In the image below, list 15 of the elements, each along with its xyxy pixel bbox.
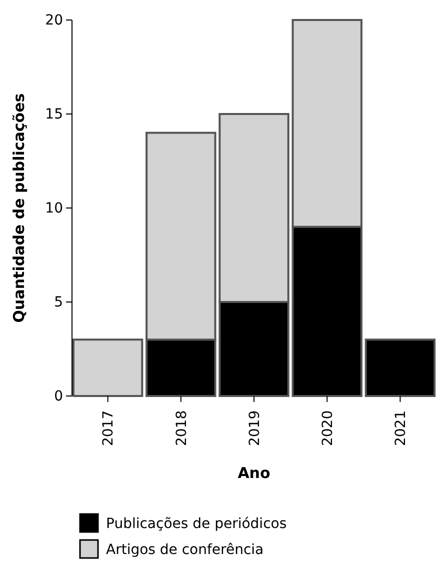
bar [72, 338, 144, 397]
legend-label: Artigos de conferência [106, 542, 264, 558]
x-tick-label: 2021 [393, 410, 410, 446]
x-axis-title: Ano [238, 464, 270, 482]
x-tick-label: 2019 [246, 410, 263, 446]
legend-label: Publicações de periódicos [106, 516, 287, 532]
x-tick-label: 2020 [320, 410, 336, 446]
y-tick-label: 15 [45, 106, 63, 122]
y-tick-label: 20 [45, 12, 63, 28]
x-tick-label: 2018 [174, 410, 190, 446]
y-axis-title: Quantidade de publicações [10, 93, 28, 323]
y-tick-label: 0 [54, 388, 63, 404]
y-tick-label: 5 [54, 294, 63, 310]
y-tick-label: 10 [45, 200, 63, 216]
x-tick-label: 2017 [100, 410, 117, 446]
